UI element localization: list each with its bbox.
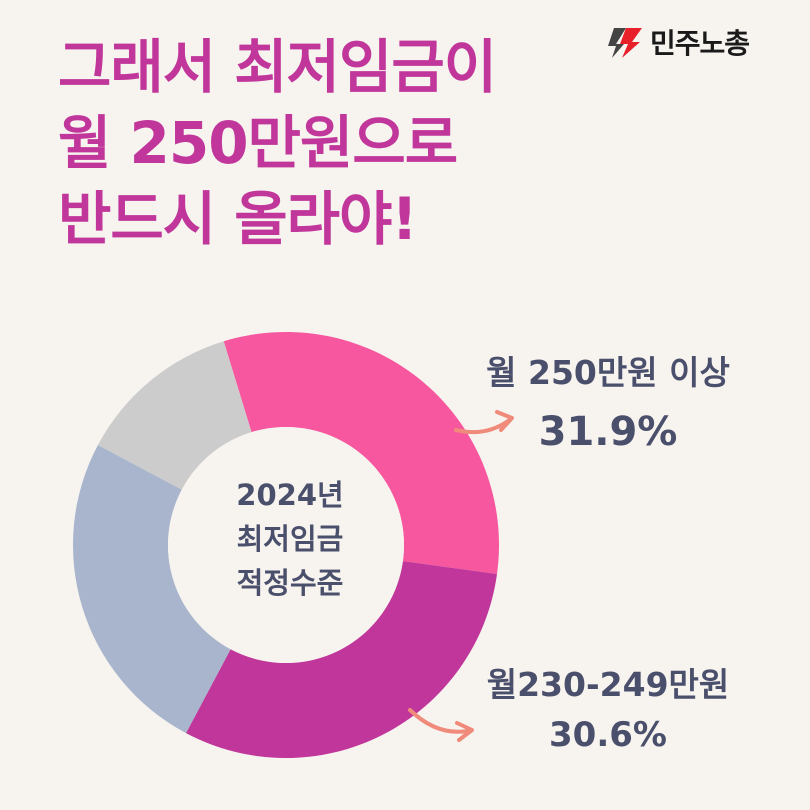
- callout-value-2: 30.6%: [549, 715, 667, 755]
- center-label-line-1: 2024년: [236, 478, 344, 512]
- arrow-head-2: [455, 721, 474, 742]
- donut-hole: [168, 427, 404, 663]
- logo-text: 민주노총: [650, 27, 750, 60]
- arrow-to-callout-2: [408, 708, 470, 734]
- callout-label-2: 월230-249만원: [486, 665, 730, 704]
- callout-value-1: 31.9%: [538, 409, 678, 455]
- center-label-line-3: 적정수준: [236, 566, 344, 600]
- kctu-logo-icon: [608, 28, 642, 58]
- arrow-head-1: [495, 410, 514, 432]
- page-title-line-3: 반드시 올라야!: [58, 185, 418, 253]
- donut-slice-4: [97, 341, 252, 490]
- donut-slice-1: [223, 332, 500, 575]
- donut-slice-2: [186, 561, 498, 758]
- logo: 민주노총: [604, 22, 750, 62]
- arrow-to-callout-1: [454, 419, 510, 435]
- page-title-line-2: 월 250만원으로: [58, 109, 458, 177]
- callout-label-1: 월 250만원 이상: [486, 353, 730, 392]
- donut-slice-3: [73, 445, 231, 734]
- page-title-line-1: 그래서 최저임금이: [58, 33, 497, 101]
- center-label-line-2: 최저임금: [236, 522, 344, 556]
